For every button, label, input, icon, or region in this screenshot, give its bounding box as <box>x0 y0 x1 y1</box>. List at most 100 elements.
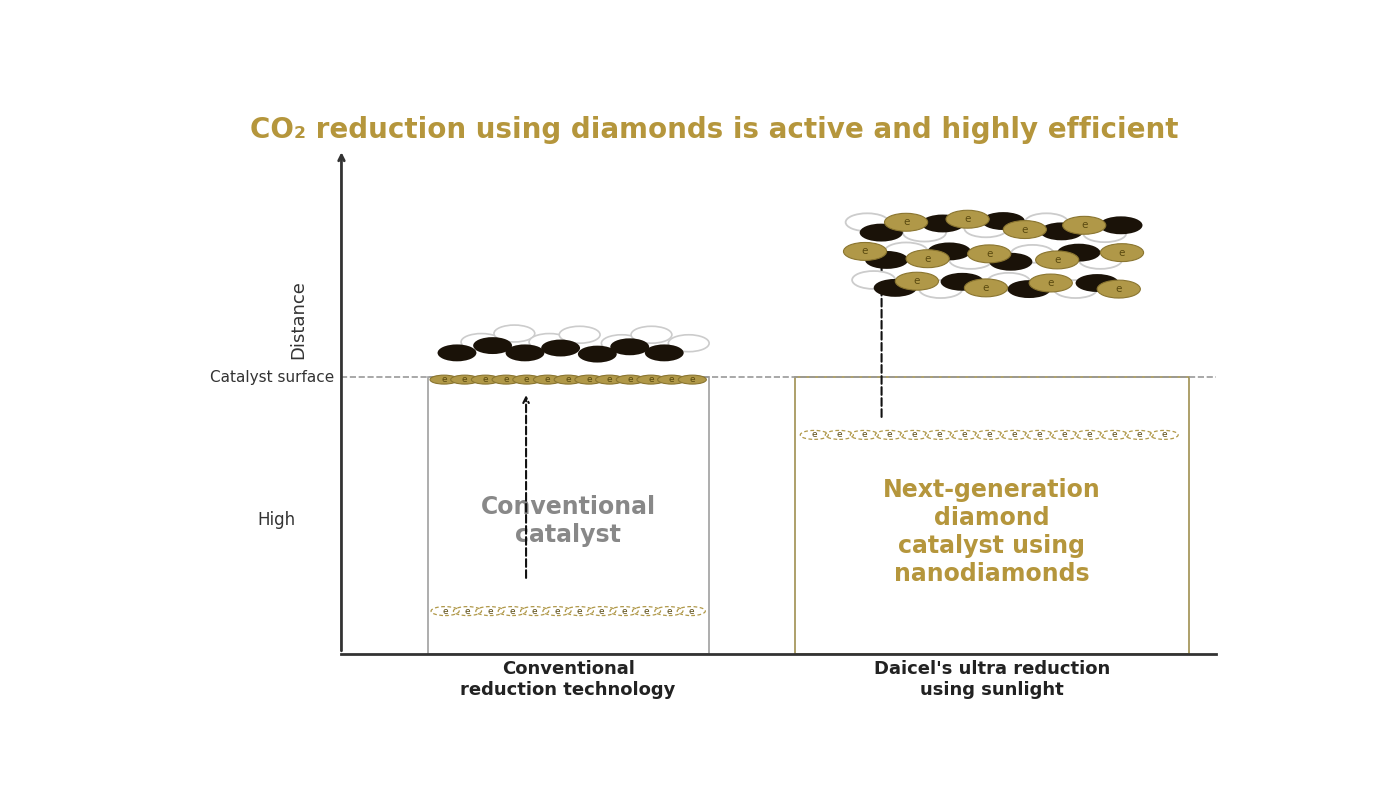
Ellipse shape <box>645 345 684 361</box>
Text: e: e <box>607 375 613 384</box>
Ellipse shape <box>873 279 917 297</box>
Ellipse shape <box>885 213 928 231</box>
Ellipse shape <box>610 338 649 355</box>
Text: e: e <box>586 375 592 384</box>
Ellipse shape <box>1057 244 1100 262</box>
Text: e: e <box>1119 248 1126 258</box>
Text: e: e <box>886 430 892 439</box>
Text: e: e <box>914 276 919 286</box>
Text: e: e <box>690 375 695 384</box>
Text: e: e <box>554 607 560 615</box>
Text: e: e <box>510 607 515 615</box>
Ellipse shape <box>853 271 896 289</box>
Ellipse shape <box>1055 280 1098 298</box>
Ellipse shape <box>1029 274 1073 292</box>
Ellipse shape <box>1063 216 1106 234</box>
Text: Next-generation
diamond
catalyst using
nanodiamonds: Next-generation diamond catalyst using n… <box>883 478 1100 585</box>
Ellipse shape <box>575 375 603 384</box>
Text: e: e <box>577 607 582 615</box>
Text: e: e <box>644 607 649 615</box>
Ellipse shape <box>513 375 540 384</box>
Ellipse shape <box>669 335 709 352</box>
Text: e: e <box>861 430 866 439</box>
Ellipse shape <box>919 280 963 298</box>
Text: e: e <box>1087 430 1092 439</box>
Ellipse shape <box>540 339 579 357</box>
Ellipse shape <box>1078 251 1121 269</box>
Text: e: e <box>983 283 989 293</box>
Ellipse shape <box>616 375 645 384</box>
Ellipse shape <box>451 375 479 384</box>
Ellipse shape <box>1098 280 1141 298</box>
Text: e: e <box>1112 430 1117 439</box>
Text: e: e <box>503 375 508 384</box>
Text: e: e <box>1036 430 1042 439</box>
Text: e: e <box>1137 430 1142 439</box>
Text: e: e <box>1081 220 1088 230</box>
Text: e: e <box>986 430 992 439</box>
Text: e: e <box>599 607 605 615</box>
Text: e: e <box>545 375 550 384</box>
Text: e: e <box>465 607 471 615</box>
Text: e: e <box>621 607 627 615</box>
Ellipse shape <box>859 223 903 241</box>
Text: e: e <box>666 607 671 615</box>
Ellipse shape <box>846 213 889 231</box>
Ellipse shape <box>1100 244 1144 262</box>
Ellipse shape <box>534 375 561 384</box>
Ellipse shape <box>529 334 570 350</box>
Ellipse shape <box>678 375 706 384</box>
Ellipse shape <box>474 337 513 354</box>
Bar <box>795 377 1190 653</box>
Ellipse shape <box>657 375 685 384</box>
Text: e: e <box>648 375 653 384</box>
Ellipse shape <box>928 242 971 260</box>
Ellipse shape <box>885 242 928 260</box>
Ellipse shape <box>430 375 458 384</box>
Ellipse shape <box>471 375 500 384</box>
Ellipse shape <box>1011 245 1055 263</box>
Ellipse shape <box>492 375 520 384</box>
Ellipse shape <box>1099 216 1142 234</box>
Text: e: e <box>925 254 931 264</box>
Ellipse shape <box>946 211 989 228</box>
Text: e: e <box>1061 430 1067 439</box>
Text: e: e <box>482 375 488 384</box>
Ellipse shape <box>844 242 887 260</box>
Ellipse shape <box>554 375 582 384</box>
Text: e: e <box>1116 284 1121 294</box>
Ellipse shape <box>461 334 501 350</box>
Text: e: e <box>1021 225 1028 234</box>
Text: e: e <box>936 430 942 439</box>
Text: e: e <box>688 607 694 615</box>
Ellipse shape <box>1035 251 1078 269</box>
Text: e: e <box>566 375 571 384</box>
Text: High: High <box>258 511 295 529</box>
Text: e: e <box>627 375 632 384</box>
Ellipse shape <box>578 346 617 363</box>
Ellipse shape <box>495 325 535 342</box>
Ellipse shape <box>1025 213 1068 231</box>
Text: e: e <box>669 375 674 384</box>
Ellipse shape <box>637 375 664 384</box>
Text: e: e <box>462 375 468 384</box>
Ellipse shape <box>989 252 1032 271</box>
Ellipse shape <box>602 335 642 352</box>
Ellipse shape <box>1003 221 1046 238</box>
Text: CO₂ reduction using diamonds is active and highly efficient: CO₂ reduction using diamonds is active a… <box>249 116 1178 144</box>
Text: e: e <box>1055 255 1060 265</box>
Ellipse shape <box>968 245 1011 263</box>
Ellipse shape <box>905 250 949 267</box>
Ellipse shape <box>896 272 939 290</box>
Text: e: e <box>1162 430 1167 439</box>
Text: Daicel's ultra reduction
using sunlight: Daicel's ultra reduction using sunlight <box>873 660 1110 699</box>
Text: Conventional
reduction technology: Conventional reduction technology <box>461 660 676 699</box>
Text: e: e <box>986 249 992 259</box>
Ellipse shape <box>982 212 1025 230</box>
Ellipse shape <box>949 251 992 269</box>
Text: e: e <box>911 430 917 439</box>
Ellipse shape <box>631 327 671 343</box>
Ellipse shape <box>865 251 908 269</box>
Ellipse shape <box>903 223 946 241</box>
Ellipse shape <box>1075 274 1119 292</box>
